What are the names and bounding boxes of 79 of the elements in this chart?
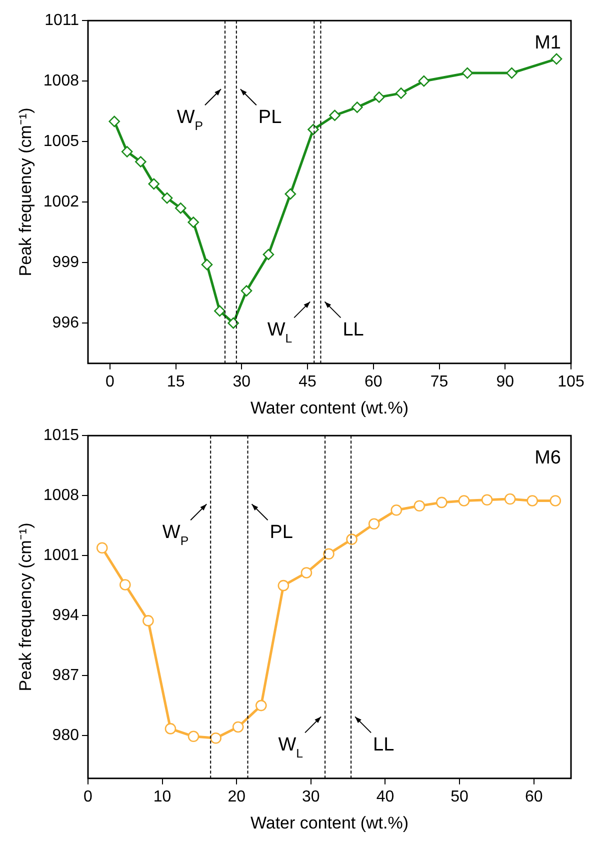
y-tick-label: 1015 — [43, 427, 80, 444]
point — [135, 156, 146, 168]
point — [108, 116, 120, 128]
y-tick-label: 1008 — [43, 486, 80, 504]
point — [462, 67, 474, 79]
y-tick-label: 1008 — [43, 72, 80, 90]
point — [210, 732, 222, 744]
point — [161, 192, 173, 204]
y-tick-label: 994 — [52, 606, 80, 624]
point — [278, 580, 290, 592]
x-tick-label: 45 — [298, 373, 317, 390]
point — [164, 723, 176, 734]
point — [300, 567, 312, 578]
y-tick-label: 1001 — [43, 546, 80, 564]
point — [526, 495, 538, 506]
ref-line-label: PL — [258, 107, 282, 128]
point — [418, 75, 430, 87]
x-tick-label: 105 — [558, 373, 584, 390]
x-tick-label: 60 — [524, 788, 543, 806]
annotation: M6 — [534, 448, 562, 469]
x-tick-label: 30 — [232, 373, 251, 390]
x-tick-label: 20 — [228, 788, 246, 806]
x-tick-label: 50 — [450, 788, 469, 806]
y-tick-label: 996 — [52, 314, 80, 332]
x-tick-label: 0 — [84, 788, 93, 806]
x-tick-label: 75 — [430, 373, 448, 390]
y-tick-label: 987 — [52, 666, 80, 684]
point — [506, 67, 518, 79]
y-tick-label: 980 — [52, 726, 80, 744]
point — [174, 202, 186, 214]
point — [550, 495, 562, 506]
point — [232, 721, 244, 733]
point — [323, 548, 334, 560]
point — [142, 615, 154, 626]
point — [373, 92, 385, 103]
point — [352, 102, 363, 113]
x-tick-label: 10 — [153, 788, 172, 806]
y-tick-label: 999 — [52, 254, 80, 271]
point — [255, 700, 267, 712]
point — [262, 248, 274, 260]
ref-line-label: LL — [373, 734, 394, 756]
y-axis-title: Peak frequency (cm⁻¹) — [16, 108, 35, 276]
point — [504, 493, 516, 505]
y-tick-label: 1002 — [43, 193, 80, 210]
y-axis-title: Peak frequency (cm⁻¹) — [16, 522, 35, 692]
y-tick-label: 1005 — [43, 132, 80, 150]
point — [96, 542, 108, 554]
x-tick-label: 15 — [166, 373, 185, 390]
point — [550, 53, 562, 65]
point — [201, 258, 213, 270]
point — [458, 495, 470, 506]
point — [329, 110, 340, 122]
x-tick-label: 30 — [302, 788, 320, 806]
point — [414, 500, 426, 512]
y-tick-label: 1011 — [44, 12, 80, 30]
point — [214, 305, 226, 317]
point — [481, 494, 493, 506]
x-tick-label: 40 — [376, 788, 394, 806]
point — [121, 146, 133, 158]
point — [148, 178, 160, 190]
point — [346, 534, 358, 545]
point — [188, 216, 200, 228]
annotation: M1 — [534, 32, 562, 54]
ref-line-label: PL — [270, 522, 294, 544]
x-axis-title: Water content (wt.%) — [250, 398, 409, 418]
point — [390, 504, 402, 516]
x-tick-label: 90 — [496, 373, 514, 390]
point — [120, 579, 131, 590]
point — [368, 518, 380, 530]
x-axis-title: Water content (wt.%) — [250, 813, 409, 832]
point — [284, 188, 296, 200]
point — [228, 317, 239, 329]
point — [395, 88, 407, 99]
point — [436, 496, 448, 508]
point — [240, 285, 252, 296]
x-tick-label: 60 — [364, 373, 382, 390]
ref-line-label: LL — [342, 320, 364, 341]
x-tick-label: 0 — [105, 373, 114, 390]
point — [188, 730, 200, 742]
